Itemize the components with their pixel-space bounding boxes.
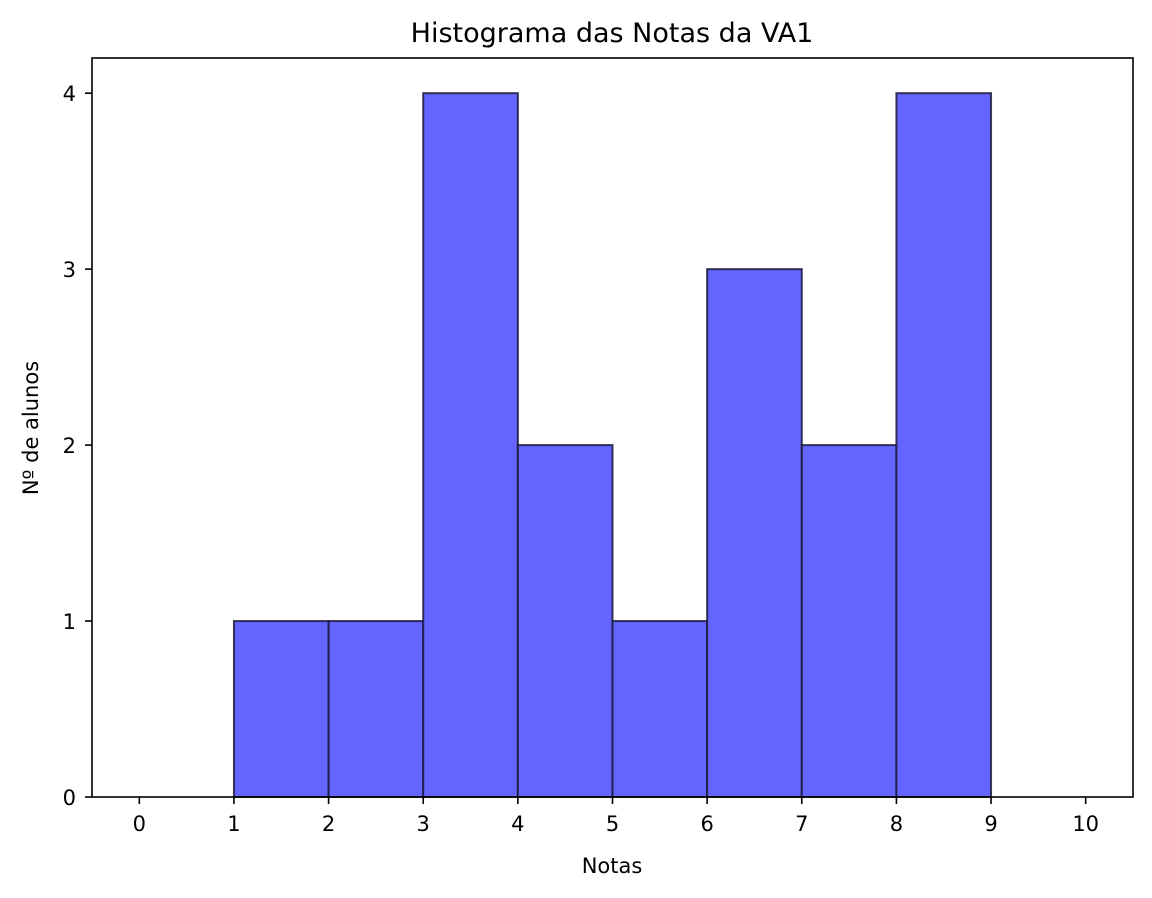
x-tick-label: 3 (417, 812, 430, 836)
chart-title: Histograma das Notas da VA1 (411, 18, 814, 49)
x-tick-label: 6 (700, 812, 713, 836)
x-tick-label: 4 (511, 812, 524, 836)
y-tick-label: 0 (63, 786, 76, 810)
histogram-bar (232, 620, 330, 798)
histogram-bar (327, 620, 425, 798)
x-tick-label: 9 (984, 812, 997, 836)
x-tick-label: 2 (322, 812, 335, 836)
histogram-bar (422, 92, 519, 798)
y-tick-label: 1 (63, 610, 76, 634)
x-tick-label: 0 (133, 812, 146, 836)
x-axis-label: Notas (582, 854, 643, 878)
histogram-bar (706, 268, 803, 798)
y-axis-ticks: 0 1 2 3 4 (63, 82, 92, 810)
histogram-bar (895, 92, 993, 798)
histogram-bar (800, 444, 898, 798)
y-tick-label: 2 (63, 434, 76, 458)
x-tick-label: 10 (1072, 812, 1099, 836)
x-tick-label: 1 (227, 812, 240, 836)
y-tick-label: 4 (63, 82, 76, 106)
y-axis-label: Nº de alunos (19, 361, 43, 495)
x-tick-label: 8 (890, 812, 903, 836)
x-tick-label: 5 (606, 812, 619, 836)
y-tick-label: 3 (63, 258, 76, 282)
bars-group (232, 92, 993, 798)
x-axis-ticks: 0 1 2 3 4 5 6 7 8 9 10 (133, 797, 1099, 836)
histogram-bar (516, 444, 614, 798)
histogram-bar (611, 620, 709, 798)
x-tick-label: 7 (795, 812, 808, 836)
